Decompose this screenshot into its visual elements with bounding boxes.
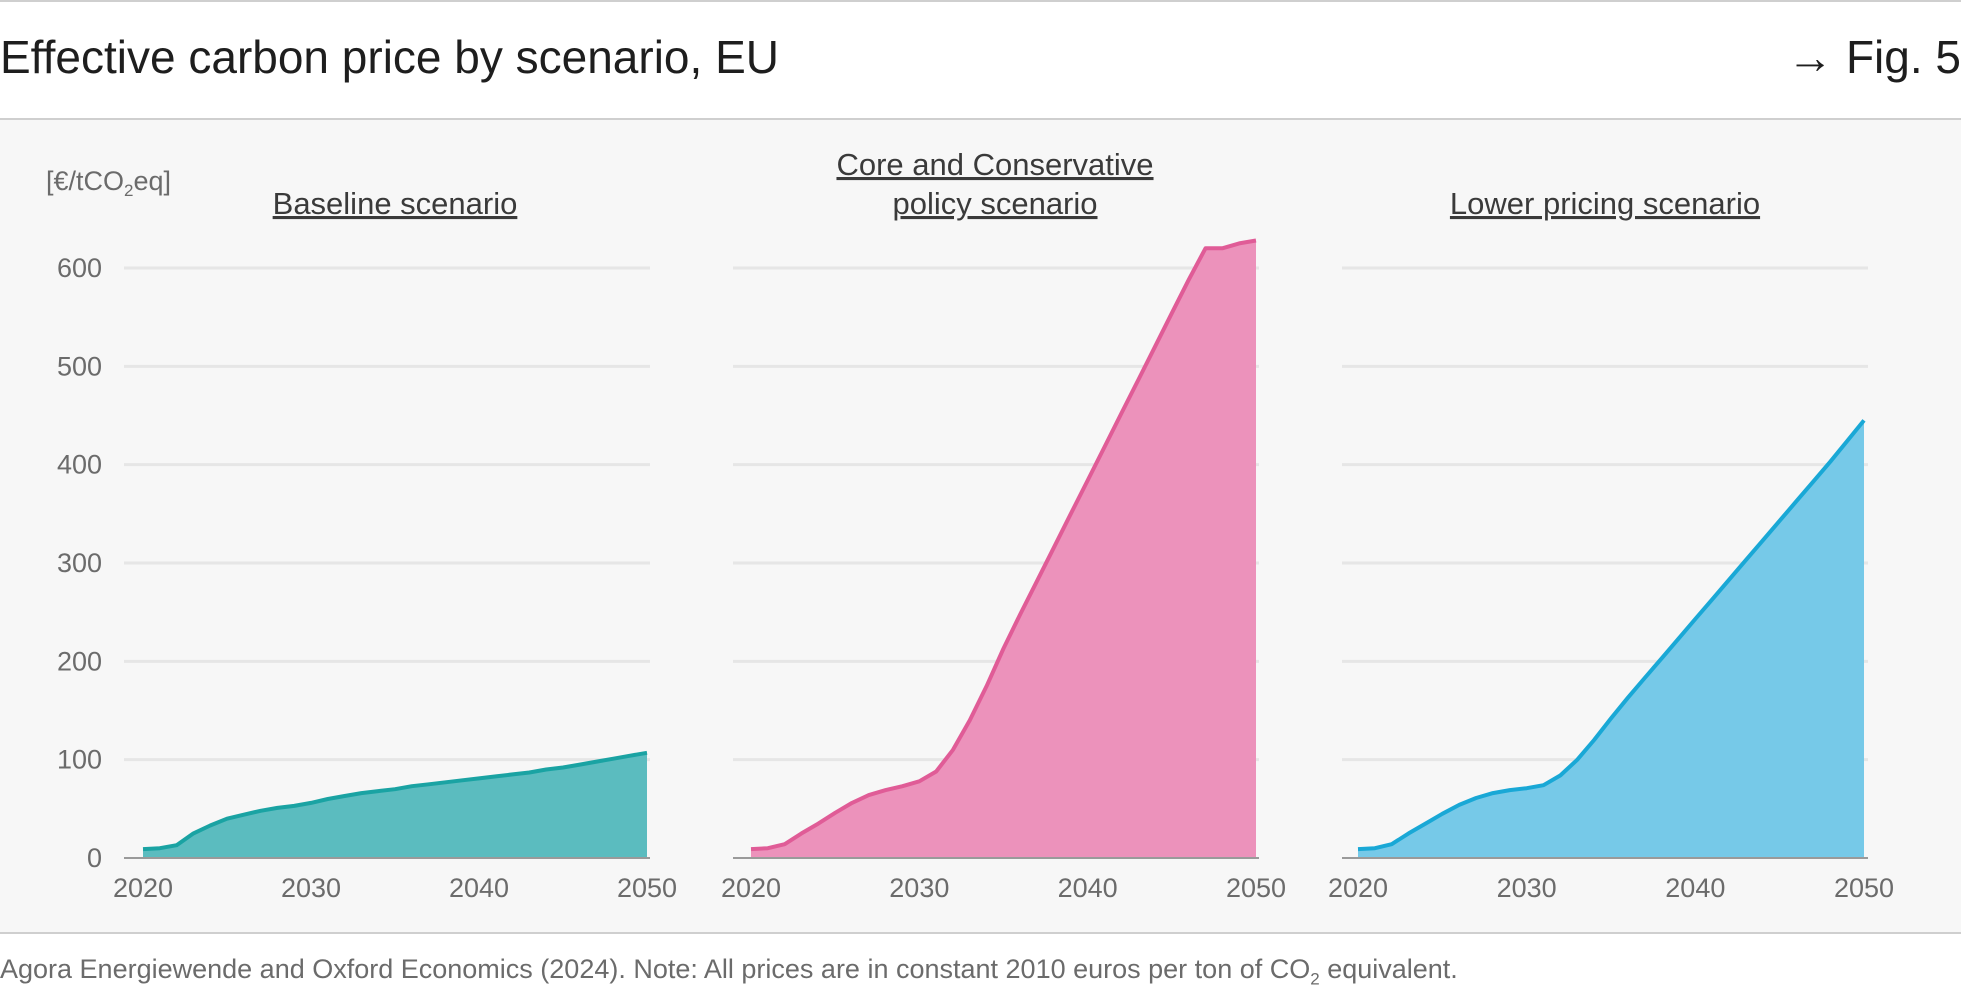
panel-title: policy scenario — [892, 186, 1097, 221]
y-tick-label: 600 — [57, 253, 102, 283]
y-axis-unit-label: [€/tCO2eq] — [46, 166, 171, 200]
y-tick-label: 0 — [87, 843, 102, 873]
figure-header: Effective carbon price by scenario, EU →… — [0, 0, 1961, 118]
y-tick-label: 400 — [57, 450, 102, 480]
x-tick-label: 2050 — [617, 873, 677, 903]
x-tick-label: 2040 — [1058, 873, 1118, 903]
top-rule — [0, 0, 1961, 2]
x-tick-label: 2050 — [1226, 873, 1286, 903]
series-line — [142, 750, 648, 852]
source-note-subscript: 2 — [1310, 969, 1320, 989]
panel-title: Core and Conservative — [836, 147, 1153, 182]
figure-reference: → Fig. 5 — [1787, 31, 1961, 83]
x-tick-label: 2020 — [113, 873, 173, 903]
panel-title: Lower pricing scenario — [1450, 186, 1760, 221]
x-tick-label: 2040 — [1665, 873, 1725, 903]
series-area — [143, 752, 647, 858]
y-tick-label: 100 — [57, 745, 102, 775]
x-tick-label: 2030 — [889, 873, 949, 903]
y-tick-label: 500 — [57, 351, 102, 381]
chart-panel: [€/tCO2eq] 0 100 200 300 400 500 600 2020 2030 204… — [0, 118, 1961, 934]
figure-title: Effective carbon price by scenario, EU — [0, 31, 779, 83]
series-line — [1357, 419, 1866, 852]
x-tick-label: 2040 — [449, 873, 509, 903]
y-tick-label: 200 — [57, 646, 102, 676]
series-area — [1358, 420, 1864, 858]
x-tick-label: 2020 — [1328, 873, 1388, 903]
source-note: Agora Energiewende and Oxford Economics … — [0, 954, 1458, 989]
panel-title: Baseline scenario — [273, 186, 518, 221]
source-note-text: Agora Energiewende and Oxford Economics … — [0, 954, 1311, 984]
x-tick-label: 2030 — [1497, 873, 1557, 903]
chart-svg: [€/tCO2eq] 0 100 200 300 400 500 600 2020 2030 204… — [46, 147, 1894, 903]
x-tick-label: 2030 — [281, 873, 341, 903]
x-tick-label: 2050 — [1834, 873, 1894, 903]
x-tick-label: 2020 — [721, 873, 781, 903]
source-note-tail: equivalent. — [1319, 954, 1458, 984]
series-area — [751, 240, 1256, 858]
y-tick-label: 300 — [57, 548, 102, 578]
series-line — [750, 238, 1257, 852]
